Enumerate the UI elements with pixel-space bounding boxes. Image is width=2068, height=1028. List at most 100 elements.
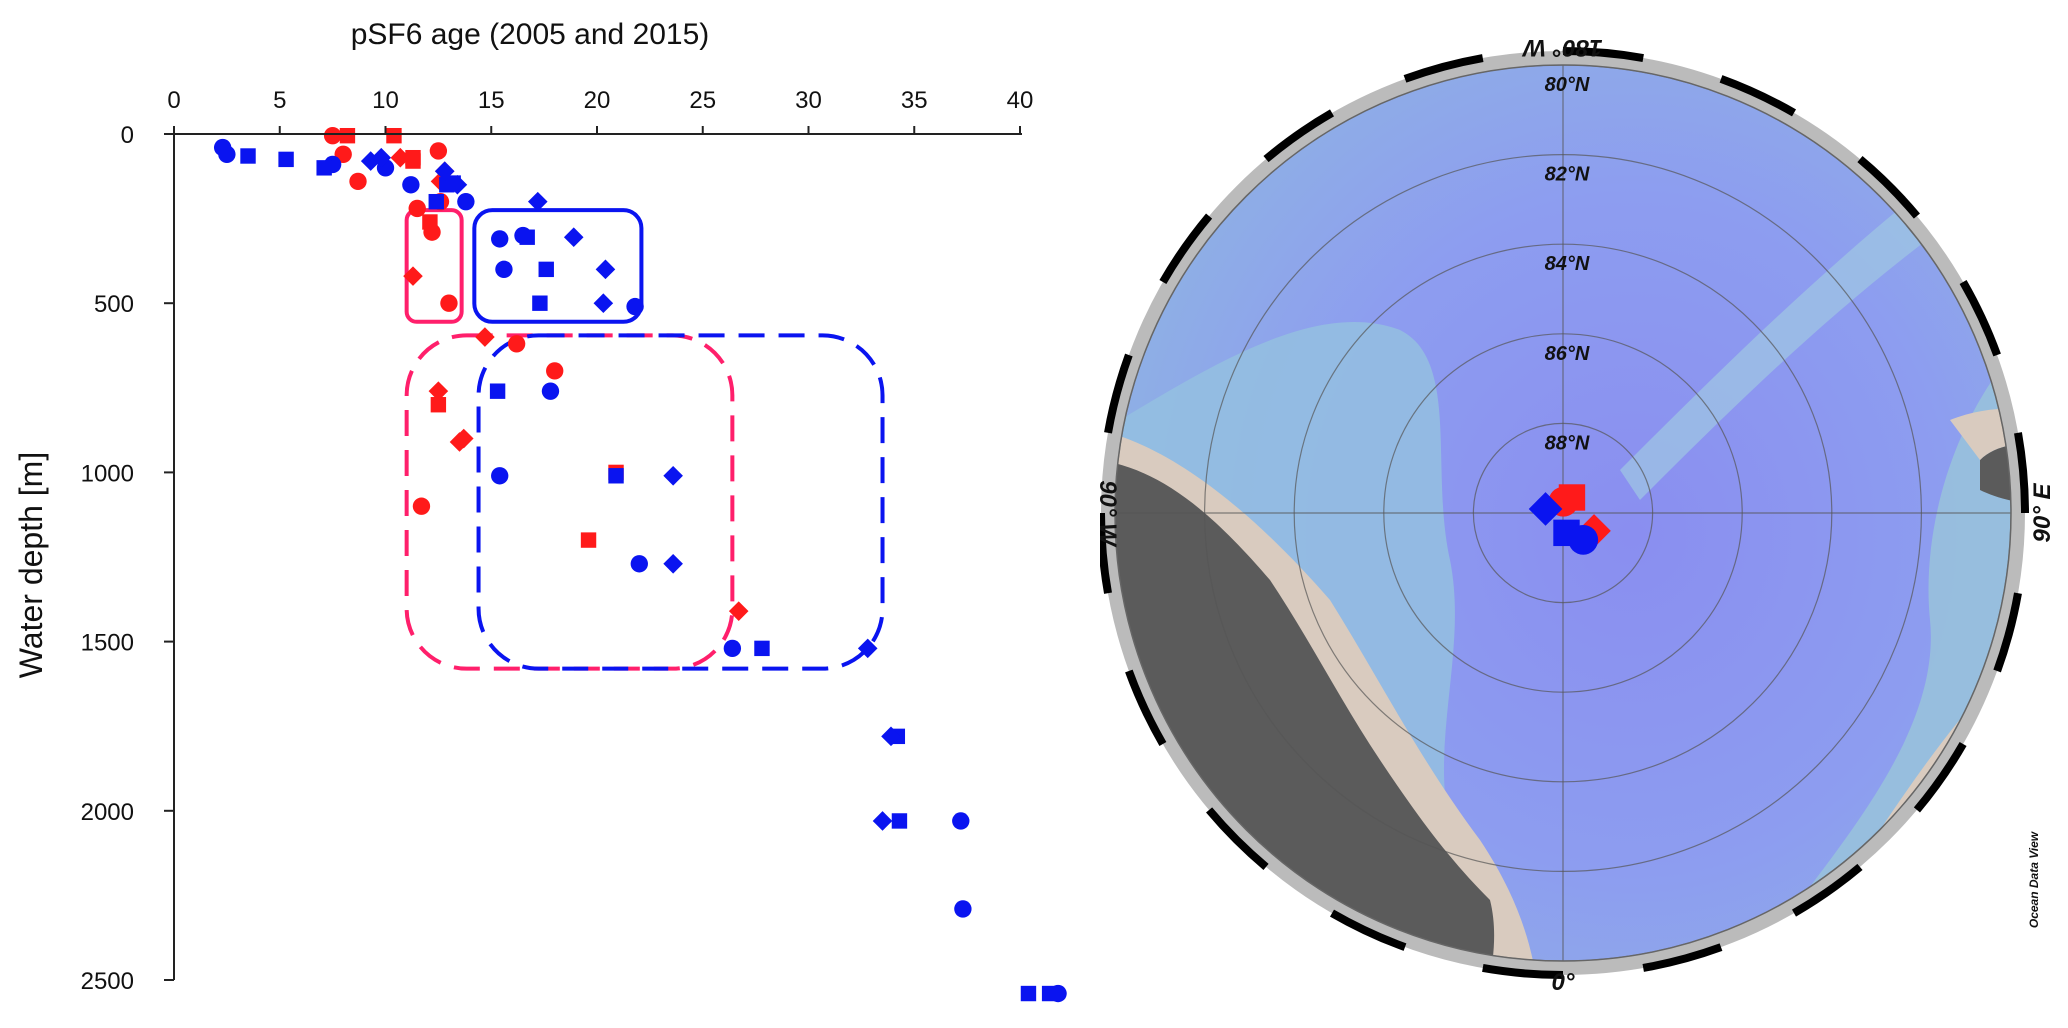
frame-tick-segment — [1642, 943, 1723, 972]
blue-circle-point — [491, 230, 509, 248]
blue-diamond-point — [371, 147, 392, 168]
frame-tick-segment — [1482, 964, 1564, 979]
blue-square-point — [538, 261, 554, 278]
blue-circle-point — [402, 176, 420, 194]
blue-square-point — [240, 148, 256, 164]
blue-diamond-point — [593, 293, 614, 313]
blue-circle-point — [495, 260, 513, 279]
red-circle-point — [440, 294, 458, 312]
frame-ring — [1101, 51, 2025, 975]
x-axis-label: pSF6 age (2005 and 2015) — [351, 18, 710, 51]
blue-square-point — [891, 813, 908, 829]
blue-circle-point — [954, 900, 972, 918]
latitude-label: 82°N — [1545, 164, 1590, 186]
red-circle-point — [429, 142, 448, 160]
lon-label-left: 90° W — [1100, 480, 1121, 548]
red-circle-point — [412, 497, 431, 515]
x-tick-label: 5 — [273, 87, 286, 114]
red-diamond-point — [403, 266, 423, 286]
frame-tick-segment — [1403, 54, 1484, 83]
data-points — [213, 127, 1067, 1003]
y-tick-label: 2000 — [81, 799, 134, 826]
blue-diamond-point — [881, 726, 901, 747]
blue-circle-point — [723, 639, 742, 658]
blue-diamond-point — [434, 161, 455, 182]
red-square-point — [430, 397, 447, 413]
blue-dashed-box — [476, 333, 885, 671]
blue-circle-point — [626, 297, 644, 316]
latitude-label: 86°N — [1545, 343, 1590, 365]
y-tick-label: 0 — [121, 122, 134, 149]
red-circle-point — [546, 362, 564, 380]
frame-tick-segment — [1913, 741, 1967, 813]
blue-square-point — [519, 229, 535, 245]
x-tick-label: 30 — [795, 87, 822, 114]
frame-tick-segment — [1959, 280, 2001, 357]
frame-tick-segment — [1263, 109, 1335, 163]
x-tick-label: 40 — [1007, 87, 1034, 114]
odv-credit: Ocean Data View — [2027, 831, 2041, 928]
latitude-label: 84°N — [1545, 253, 1590, 275]
frame-tick-segment — [1791, 863, 1863, 917]
frame-tick-segment — [2014, 432, 2029, 514]
red-diamond-point — [449, 432, 470, 452]
blue-diamond-point — [663, 553, 683, 574]
map-frame — [1100, 47, 2029, 979]
frame-tick-segment — [1719, 75, 1796, 117]
frame-tick-segment — [1330, 909, 1407, 951]
pink-dashed-box — [404, 333, 735, 671]
blue-square-point — [532, 295, 548, 311]
blue-circle-point — [491, 467, 509, 485]
ridge-band — [1620, 200, 1940, 500]
arctic-station-map: 80°N82°N84°N86°N88°N 180° W 90° W 90° E … — [1100, 34, 2056, 996]
axes — [173, 133, 1022, 980]
blue-square-point — [489, 383, 506, 399]
blue-diamond-point — [360, 151, 381, 171]
blue-circle-point — [541, 382, 560, 400]
red-square-point — [580, 532, 597, 548]
blue-solid-box — [472, 208, 644, 324]
y-tick-label: 1000 — [81, 460, 134, 487]
x-tick-label: 0 — [167, 87, 180, 114]
lon-label-top: 180° W — [1521, 34, 1602, 61]
land-svalbard — [1980, 443, 2011, 505]
red-square-point — [339, 127, 356, 144]
frame-tick-segment — [1125, 669, 1167, 746]
x-tick-label: 25 — [689, 87, 716, 114]
blue-square-point — [1041, 985, 1058, 1002]
red-diamond-point — [728, 601, 749, 621]
y-axis-label: Water depth [m] — [13, 452, 49, 678]
blue-diamond-point — [527, 191, 548, 212]
station-blue-diamond — [1528, 492, 1563, 526]
depth-age-scatter-chart: 0 5 10 15 20 25 30 35 40 0 500 1000 1500 2000 2500 pSF… — [13, 18, 1067, 1003]
blue-square-point — [428, 193, 444, 210]
blue-square-point — [608, 468, 624, 484]
latitude-label: 80°N — [1545, 74, 1590, 96]
red-diamond-point — [475, 327, 495, 347]
blue-diamond-point — [563, 227, 584, 248]
blue-diamond-point — [447, 174, 468, 195]
blue-square-point — [278, 151, 294, 168]
y-tick-label: 1500 — [81, 630, 134, 657]
pink-solid-box — [404, 208, 464, 324]
red-square-point — [386, 127, 402, 144]
axis-ticks: 0 5 10 15 20 25 30 35 40 0 500 1000 1500 2000 2500 — [81, 87, 1034, 995]
latitude-labels: 80°N 82°N 84°N 86°N 88°N — [1545, 74, 1590, 454]
frame-tick-segment — [1100, 512, 1112, 594]
red-square-point — [422, 214, 438, 230]
blue-square-point — [1020, 985, 1037, 1002]
blue-circle-point — [218, 145, 236, 163]
x-tick-label: 15 — [478, 87, 505, 114]
station-red-square — [1558, 484, 1586, 511]
blue-circle-point — [630, 555, 648, 573]
station-markers — [1528, 484, 1611, 555]
blue-diamond-point — [663, 465, 683, 486]
blue-diamond-point — [595, 259, 616, 280]
blue-diamond-point — [857, 638, 878, 659]
red-diamond-point — [390, 147, 411, 168]
frame-tick-segment — [1104, 353, 1133, 434]
blue-diamond-point — [872, 811, 893, 831]
frame-inner-line — [1114, 64, 2012, 962]
y-tick-label: 500 — [94, 291, 134, 318]
highlight-boxes — [404, 208, 885, 671]
